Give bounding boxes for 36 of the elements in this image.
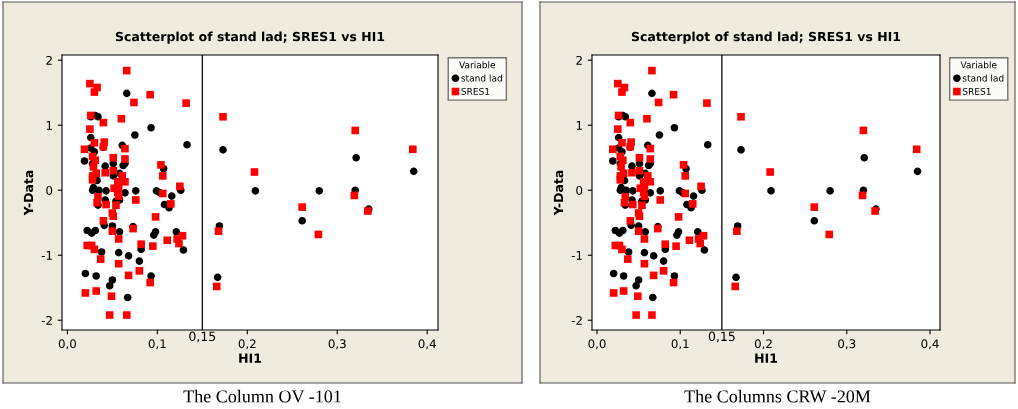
- y-tick-label: 1: [46, 121, 52, 130]
- x-tick-label: 0,4: [921, 339, 939, 350]
- x-tick-label: 0,0: [588, 339, 606, 350]
- x-tick-label: 0,2: [238, 339, 256, 350]
- x-tick-label: 0,3: [328, 339, 346, 350]
- y-tick-label: 2: [576, 55, 582, 65]
- legend-label: stand lad: [461, 74, 502, 82]
- chart-title: Scatterplot of stand lad; SRES1 vs HI1: [115, 31, 385, 44]
- y-tick-label: -2: [571, 315, 582, 325]
- x-tick-label: 0,2: [754, 339, 772, 350]
- y-tick-label: 1: [576, 121, 582, 130]
- x-tick-label: 0,0: [58, 339, 76, 350]
- y-tick-label: 2: [46, 55, 52, 65]
- legend-title: Variable: [960, 61, 997, 69]
- x-tick-label: 0,4: [418, 339, 436, 350]
- y-tick-label: -1: [571, 251, 582, 260]
- y-tick-label: -2: [41, 315, 52, 325]
- ref-line-label: 0,15: [189, 331, 216, 343]
- y-tick-label: -1: [41, 251, 52, 260]
- x-axis-title: HI1: [239, 353, 262, 363]
- legend-label: stand lad: [962, 74, 1004, 82]
- y-axis-title: Y-Data: [553, 170, 564, 216]
- ref-line-label: 0,15: [708, 331, 735, 343]
- text: The Column OV -101: [183, 389, 341, 403]
- x-tick-label: 0,1: [148, 339, 166, 350]
- x-axis-title: HI1: [755, 353, 778, 363]
- y-axis-title: Y-Data: [23, 170, 34, 216]
- legend-title: Variable: [459, 61, 496, 69]
- chart-title: Scatterplot of stand lad; SRES1 vs HI1: [631, 31, 901, 44]
- legend-label: SRES1: [962, 87, 991, 95]
- y-tick-label: 0: [46, 185, 53, 195]
- legend-label: SRES1: [461, 87, 490, 95]
- x-tick-label: 0,1: [671, 339, 689, 350]
- x-tick-label: 0,3: [838, 339, 856, 350]
- text: The Columns CRW -20M: [684, 389, 871, 403]
- y-tick-label: 0: [576, 185, 583, 195]
